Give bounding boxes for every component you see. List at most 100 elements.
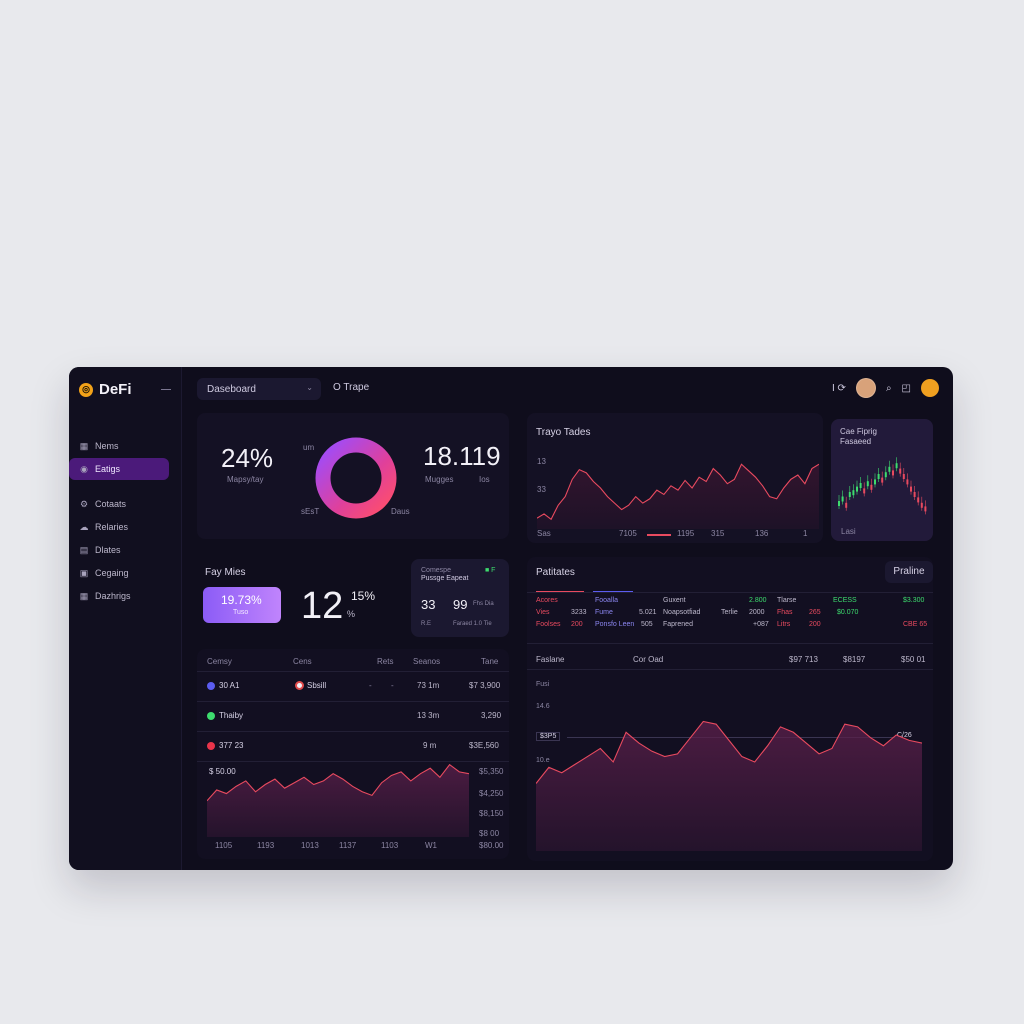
mini-subtitle: Fasaeed [840, 437, 872, 446]
dropdown-value: Daseboard [207, 383, 256, 395]
patients-button[interactable]: Praline [885, 561, 933, 583]
patients-cell: Litrs [777, 621, 791, 628]
trades-card: Trayo Tades 13 33 Sas 7105 1195 315 136 … [527, 413, 823, 543]
area-chart-y-2: $8,150 [479, 809, 504, 818]
series-line [207, 763, 469, 802]
sidebar-item-cotaats[interactable]: ⚙ Cotaats [69, 493, 181, 515]
candle-body-21 [913, 492, 916, 497]
summary-card[interactable]: Comespe ■ F Pussge Eapeat 33 99 Fhs Dia … [411, 559, 509, 637]
row-name: Thaiby [219, 711, 244, 720]
series-line [537, 463, 819, 521]
topbar: Daseboard ⌄ O Trape I ⟳ ⌕ ◰ [197, 378, 939, 400]
table-header-cens: Cens [293, 657, 312, 666]
mini-candle-chart [838, 457, 927, 515]
trades-x-2: 315 [711, 529, 725, 538]
logo[interactable]: ◎ DeFi [79, 381, 132, 398]
table-header-cemsy: Cemsy [207, 657, 232, 666]
row-r: - [369, 681, 372, 690]
bigchart-tag-right[interactable]: C/26 [897, 732, 912, 739]
patients-tab-underline-2 [593, 591, 633, 592]
sidebar-item-nems[interactable]: ▦ Nems [69, 435, 181, 457]
topbar-icons: I ⟳ ⌕ ◰ [832, 378, 939, 398]
bigchart-tag-left[interactable]: $3P5 [536, 732, 561, 741]
row-val: $3E,560 [469, 741, 499, 750]
stats-card: 24% Mapsy/tay um sEsT Daus 18.119 Mugges… [197, 413, 509, 539]
patients-cell: Foolses [536, 621, 561, 628]
donut-chart [315, 437, 397, 519]
patients-cell: 200 [571, 621, 583, 628]
summary-foot2: Faraed 1.0 Tie [453, 621, 492, 627]
area-chart-y-0: $5,350 [479, 767, 504, 776]
table-row[interactable]: 377 23 9 m $3E,560 [197, 733, 509, 761]
mini-chart-card[interactable]: Cae Fiprig Fasaeed Lasi [831, 419, 933, 541]
profile-avatar[interactable] [921, 379, 939, 397]
trades-x-4: 1 [803, 529, 808, 538]
dashboard-dropdown[interactable]: Daseboard ⌄ [197, 378, 321, 400]
sidebar-item-dlates[interactable]: ▤ Dlates [69, 539, 181, 561]
grid-icon: ▦ [79, 590, 89, 601]
fees-badge-sub: Tuso [233, 609, 249, 616]
candle-body-17 [899, 468, 902, 474]
table-header-seanos: Seanos [413, 657, 441, 666]
trades-y-2: Sas [537, 529, 551, 538]
area-fill [537, 464, 819, 529]
notification-icon[interactable]: ◰ [901, 382, 911, 394]
patients-cell: 2.800 [749, 597, 767, 604]
area-chart-x-4: 1103 [381, 841, 399, 850]
summary-v2: 99 [453, 597, 468, 612]
area-chart-y-3: $8 00 [479, 829, 500, 838]
candle-body-14 [888, 466, 891, 472]
fees-title: Fay Mies [205, 567, 246, 578]
fees-badge[interactable]: 19.73% Tuso [203, 587, 281, 623]
search-icon[interactable]: ⌕ [885, 382, 892, 394]
area-chart-x-3: 1137 [339, 841, 357, 850]
patients-row[interactable]: Foolses 200 Ponsfo Leen 505 Faprened +08… [527, 621, 933, 633]
table-row[interactable]: 30 A1 Sbsill - - 73 1m $7 3,900 [197, 673, 509, 701]
area-chart-x-0: 1105 [215, 841, 233, 850]
asset-area-chart [207, 763, 469, 837]
candle-body-5 [856, 486, 858, 492]
patients-cell: 505 [641, 621, 653, 628]
big-area-chart [536, 720, 922, 851]
donut-label-top: um [303, 443, 315, 452]
area-fill [536, 721, 922, 851]
trape-tab[interactable]: O Trape [333, 382, 370, 393]
gear-icon: ⚙ [79, 498, 89, 509]
patients-cell: 265 [809, 609, 821, 616]
row-mid: 9 m [423, 741, 437, 750]
row-mid: 13 3m [417, 711, 440, 720]
patients-row[interactable]: Acores Fooalla Guxent 2.800 Tlarse ECESS… [527, 597, 933, 609]
sidebar-item-eatigs[interactable]: ◉ Eatigs [69, 458, 169, 480]
table-row[interactable]: Thaiby 13 3m 3,290 [197, 703, 509, 731]
sidebar-item-relaries[interactable]: ☁ Relaries [69, 516, 181, 538]
patients-cell: Vies [536, 609, 550, 616]
bigchart-head-4: $50 01 [901, 655, 926, 664]
pct-label: Mapsy/tay [227, 475, 264, 484]
avatar[interactable] [855, 378, 876, 398]
candle-body-11 [877, 474, 880, 479]
collapse-icon[interactable] [161, 389, 171, 390]
summary-flag: ■ F [485, 567, 496, 574]
candle-body-12 [881, 477, 884, 483]
num-label-b: Ios [479, 475, 490, 484]
candle-body-6 [859, 483, 862, 488]
row-name: 377 23 [219, 741, 244, 750]
donut-label-right: Daus [391, 507, 410, 516]
bigchart-head-2: $97 713 [789, 655, 818, 664]
candle-body-3 [848, 492, 851, 497]
candle-body-9 [870, 484, 873, 490]
refresh-icon[interactable]: I ⟳ [832, 382, 846, 394]
trades-x-3: 136 [755, 529, 769, 538]
patients-cell: 2000 [749, 609, 765, 616]
trades-range-marker[interactable] [647, 534, 671, 536]
area-chart-x-5: W1 [425, 841, 437, 850]
sidebar-item-cegaing[interactable]: ▣ Cegaing [69, 562, 181, 584]
candle-body-20 [910, 486, 912, 492]
area-chart-top-label: $ 50.00 [209, 767, 236, 776]
row-name: 30 A1 [219, 681, 240, 690]
bigchart-head-3: $8197 [843, 655, 866, 664]
sidebar-item-dazhrigs[interactable]: ▦ Dazhrigs [69, 585, 181, 607]
patients-row[interactable]: Vies 3233 Fume 5.021 Noapsotfiad Terlie … [527, 609, 933, 621]
pct-value: 24% [221, 443, 274, 473]
trades-y-1: 33 [537, 485, 546, 494]
